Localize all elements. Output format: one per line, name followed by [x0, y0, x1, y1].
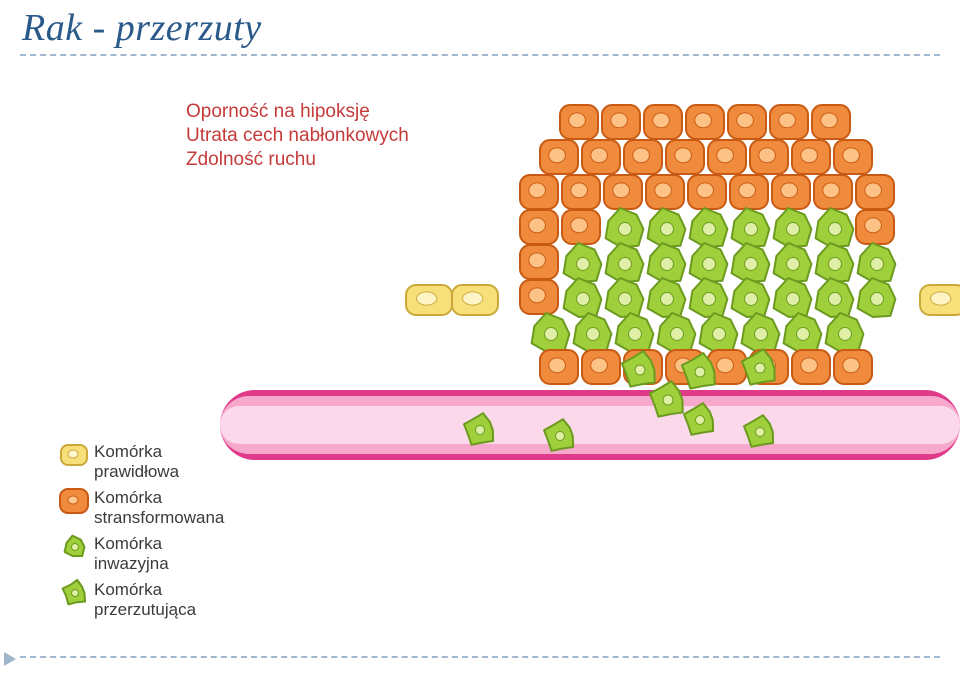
legend-label: Komórkaprawidłowa	[94, 440, 179, 482]
divider-top	[20, 54, 940, 56]
legend-row: Komórkaprawidłowa	[56, 440, 316, 482]
divider-bottom	[20, 656, 940, 658]
legend-label: Komórkastransformowana	[94, 486, 224, 528]
legend-label: Komórkaprzerzutująca	[94, 578, 196, 620]
normal-cell-icon	[56, 440, 94, 470]
invasive-cell-icon	[58, 532, 92, 562]
legend-label: Komórkainwazyjna	[94, 532, 169, 574]
metastatic-cell-icon	[58, 578, 92, 608]
slide-marker-icon	[4, 652, 16, 666]
normal-cell-icon	[58, 440, 92, 470]
legend: KomórkaprawidłowaKomórkastransformowanaK…	[56, 440, 316, 624]
transformed-cell-icon	[56, 486, 94, 516]
transformed-cell-icon	[58, 486, 92, 516]
page-title: Rak - przerzuty	[22, 6, 262, 50]
metastatic-cell-icon	[56, 578, 94, 608]
legend-row: Komórkainwazyjna	[56, 532, 316, 574]
invasive-cell-icon	[56, 532, 94, 562]
legend-row: Komórkastransformowana	[56, 486, 316, 528]
slide: Rak - przerzuty Oporność na hipoksję Utr…	[0, 0, 960, 688]
legend-row: Komórkaprzerzutująca	[56, 578, 316, 620]
